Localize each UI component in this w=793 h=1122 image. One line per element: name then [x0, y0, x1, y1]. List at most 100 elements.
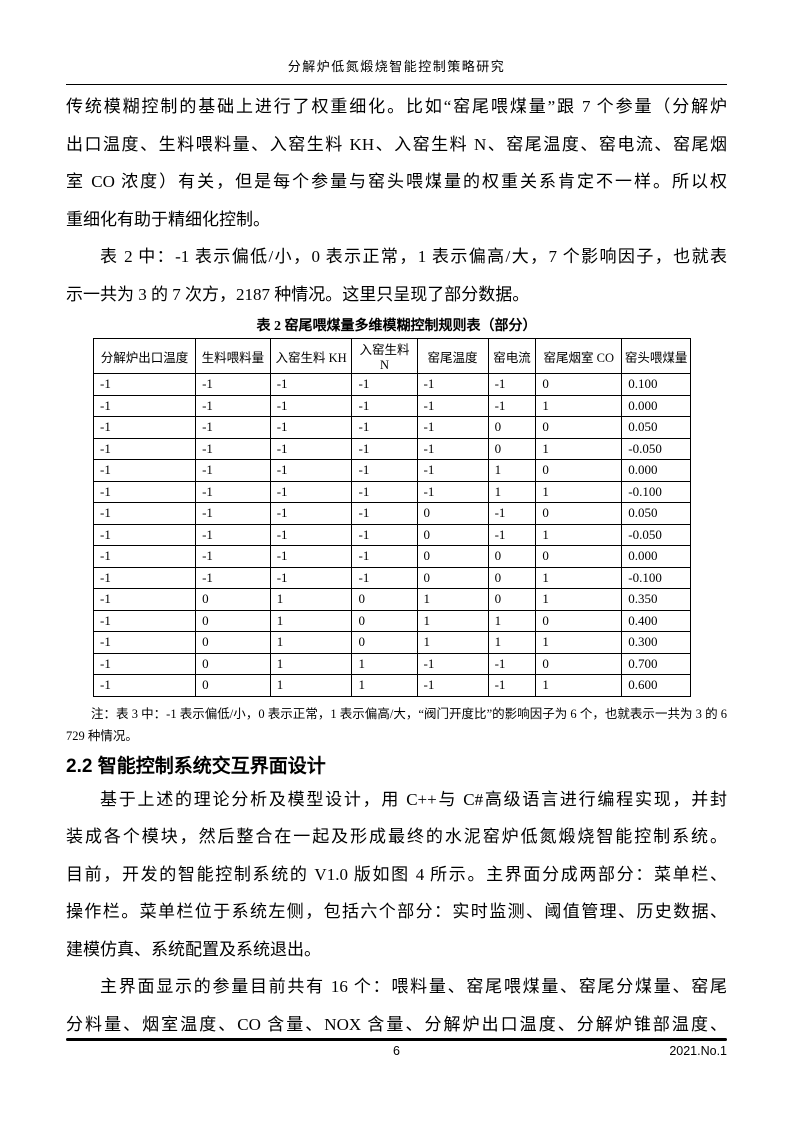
table-row: -1 -1 -1 -1 -1 1 1 -0.100 [92, 480, 691, 503]
table-cell: 0 [195, 631, 271, 654]
table-cell: 1 [269, 652, 353, 675]
table-cell: -1 [416, 652, 489, 675]
table-cell: 0 [416, 566, 489, 589]
table-cell: -1 [195, 437, 271, 460]
table-cell: -1 [195, 545, 271, 568]
table-cell: -1 [92, 416, 197, 439]
table-cell: -1 [351, 545, 418, 568]
table-row: -1 -1 -1 -1 -1 -1 1 0.000 [92, 394, 691, 417]
table-cell: 0 [416, 502, 489, 525]
table-row: -1 -1 -1 -1 0 -1 1 -0.050 [92, 523, 691, 546]
paragraph-line: 主界面显示的参量目前共有 16 个：喂料量、窑尾喂煤量、窑尾分煤量、窑尾 [100, 977, 727, 996]
table-cell: 1 [535, 566, 623, 589]
table-cell: -1 [269, 566, 353, 589]
table-cell: -1 [351, 459, 418, 482]
column-header: 窑尾温度 [416, 338, 489, 374]
table-cell: 1 [269, 674, 353, 697]
table-cell: -1 [269, 502, 353, 525]
table-cell: -1 [92, 566, 197, 589]
paragraph-line: 重细化有助于精细化控制。 [66, 209, 270, 229]
paragraph-line: 示一共为 3 的 7 次方，2187 种情况。这里只呈现了部分数据。 [66, 284, 530, 304]
table-cell: -1 [195, 373, 271, 396]
table-cell: 1 [535, 588, 623, 611]
table-cell: -0.100 [621, 480, 691, 503]
table-row: -1 0 1 1 -1 -1 0 0.700 [92, 652, 691, 675]
table-cell: 1 [487, 459, 537, 482]
paragraph-line: 出口温度、生料喂料量、入窑生料 KH、入窑生料 N、窑尾温度、窑电流、窑尾烟 [66, 134, 727, 154]
table-cell: -1 [487, 373, 537, 396]
table-cell: -1 [92, 502, 197, 525]
table-cell: 1 [487, 631, 537, 654]
table-cell: -1 [92, 652, 197, 675]
table-cell: -1 [351, 394, 418, 417]
table-cell: -1 [416, 480, 489, 503]
table-cell: 0.700 [621, 652, 691, 675]
table-cell: 0 [351, 609, 418, 632]
table-cell: 0 [535, 416, 623, 439]
table-cell: 0 [535, 609, 623, 632]
table-cell: 1 [535, 480, 623, 503]
paragraph-line: 建模仿真、系统配置及系统退出。 [66, 939, 321, 959]
table-row: -1 -1 -1 -1 0 0 1 -0.100 [92, 566, 691, 589]
table-cell: -1 [269, 459, 353, 482]
table-cell: -1 [92, 459, 197, 482]
table-cell: 0 [487, 566, 537, 589]
table-cell: -1 [487, 652, 537, 675]
table-cell: -1 [351, 373, 418, 396]
table-cell: 0.600 [621, 674, 691, 697]
table-cell: 0 [351, 588, 418, 611]
paragraph-line: 基于上述的理论分析及模型设计，用 C++与 C#高级语言进行编程实现，并封 [100, 789, 727, 809]
table-cell: 1 [535, 437, 623, 460]
column-header: 分解炉出口温度 [92, 338, 197, 374]
table-cell: -1 [269, 373, 353, 396]
table-cell: 0 [416, 545, 489, 568]
table-cell: 1 [416, 588, 489, 611]
footer-rule [66, 1038, 727, 1041]
rules-table-body: -1 -1 -1 -1 -1 -1 0 0.100 -1 -1 -1 -1 -1 -1 1 0.000 -1 -1… [92, 373, 691, 697]
table-cell: 0 [535, 545, 623, 568]
para-table-intro: 表 2 中：-1 表示偏低/小，0 表示正常，1 表示偏高/大，7 个影响因子，… [66, 238, 727, 313]
paragraph-line: 操作栏。菜单栏位于系统左侧，包括六个部分：实时监测、阈值管理、历史数据、 [66, 902, 727, 921]
table-cell: -1 [351, 523, 418, 546]
table-cell: -1 [416, 416, 489, 439]
table-cell: 0 [487, 437, 537, 460]
table-cell: -1 [195, 566, 271, 589]
table-cell: 1 [351, 652, 418, 675]
table-row: -1 0 1 0 1 0 1 0.350 [92, 588, 691, 611]
table-cell: -0.100 [621, 566, 691, 589]
column-header: 窑头喂煤量 [621, 338, 691, 374]
issue-label: 2021.No.1 [669, 1044, 727, 1058]
table-row: -1 -1 -1 -1 0 0 0 0.000 [92, 545, 691, 568]
table-cell: -1 [92, 373, 197, 396]
note-line: 729 种情况。 [66, 728, 138, 743]
table-row: -1 0 1 0 1 1 1 0.300 [92, 631, 691, 654]
table-cell: -1 [269, 523, 353, 546]
table-row: -1 -1 -1 -1 -1 0 1 -0.050 [92, 437, 691, 460]
table-cell: 1 [269, 631, 353, 654]
page-footer: 6 2021.No.1 [66, 1044, 727, 1058]
table-cell: -1 [92, 674, 197, 697]
table-cell: -1 [351, 437, 418, 460]
note-line: 注：表 3 中：-1 表示偏低/小，0 表示正常，1 表示偏高/大，“阀门开度比… [91, 706, 727, 721]
table-cell: 1 [269, 609, 353, 632]
table-cell: 1 [535, 674, 623, 697]
table-cell: 0.000 [621, 394, 691, 417]
table-cell: -1 [195, 523, 271, 546]
table-cell: -1 [92, 588, 197, 611]
table-caption: 表 2 窑尾喂煤量多维模糊控制规则表（部分） [256, 319, 537, 334]
paragraph-line: 目前，开发的智能控制系统的 V1.0 版如图 4 所示。主界面分成两部分：菜单栏… [66, 864, 727, 884]
table-cell: -1 [416, 437, 489, 460]
table-cell: -1 [92, 545, 197, 568]
table-cell: 0.300 [621, 631, 691, 654]
table-cell: -1 [92, 631, 197, 654]
table-cell: 0 [195, 588, 271, 611]
table-cell: -1 [92, 523, 197, 546]
table-row: -1 -1 -1 -1 -1 0 0 0.050 [92, 416, 691, 439]
table-cell: -1 [269, 416, 353, 439]
table-cell: 0.100 [621, 373, 691, 396]
table-cell: -1 [195, 459, 271, 482]
table-cell: 0.000 [621, 545, 691, 568]
table-cell: 0 [535, 459, 623, 482]
table-cell: -1 [92, 609, 197, 632]
